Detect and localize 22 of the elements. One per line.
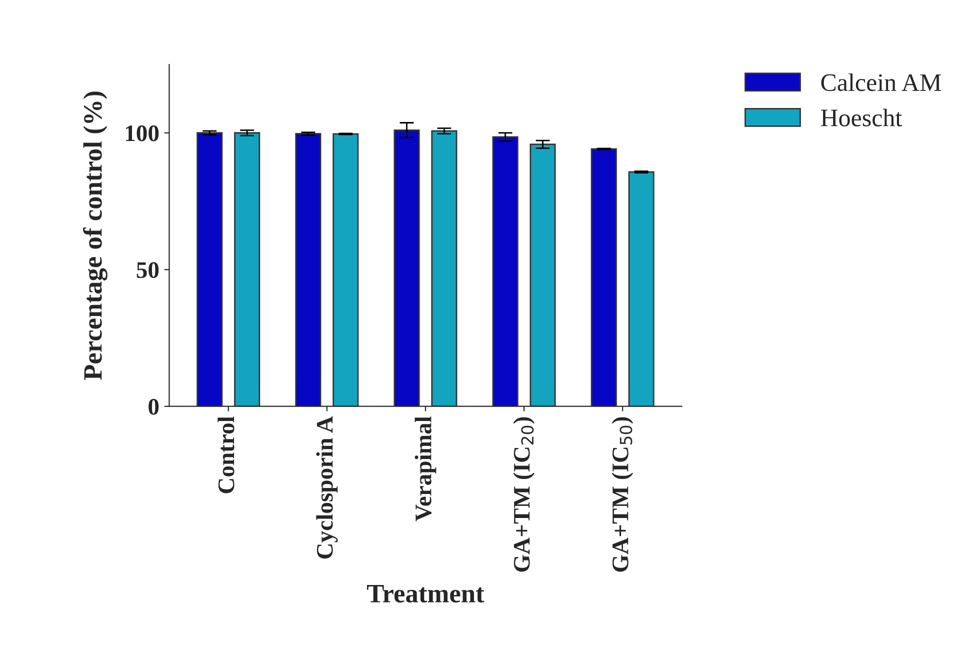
legend-label: Calcein AM xyxy=(821,73,942,92)
y-tick-label: 0 xyxy=(148,398,159,415)
bar xyxy=(590,148,617,406)
bar xyxy=(332,133,359,406)
y-axis-title: Percentage of control (%) xyxy=(83,92,108,380)
bar xyxy=(394,129,420,406)
bar xyxy=(196,132,223,406)
x-tick-label: Verapimal xyxy=(414,416,436,522)
legend-label: Hoescht xyxy=(820,108,902,126)
x-tick-label: Cyclosporin A xyxy=(316,416,338,559)
bar xyxy=(234,132,260,406)
bar xyxy=(295,132,322,406)
bar xyxy=(628,171,654,406)
y-tick-label: 50 xyxy=(136,262,159,278)
x-tick-label: Control xyxy=(218,416,234,494)
bar xyxy=(492,136,518,406)
x-axis-title: Treatment xyxy=(367,584,484,603)
bar xyxy=(431,130,458,406)
x-tick-label: GA+TM (IC$_{50}$) xyxy=(612,417,634,572)
x-tick-label: GA+TM (IC$_{20}$) xyxy=(513,417,535,572)
bar xyxy=(530,144,556,406)
y-tick-label: 100 xyxy=(126,125,159,142)
